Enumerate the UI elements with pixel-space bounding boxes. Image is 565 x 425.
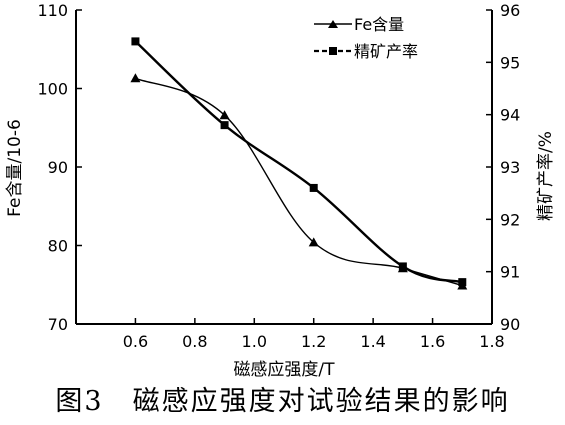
left-y-tick-label: 90 (48, 158, 68, 177)
fe-content-line (135, 77, 463, 287)
concentrate-yield-point (398, 262, 407, 271)
x-tick-label: 1.2 (301, 332, 326, 351)
legend-marker-square (329, 47, 337, 55)
legend: Fe含量 精矿产率 (314, 15, 418, 61)
left-y-tick-label: 100 (37, 80, 68, 99)
x-tick-label: 1.6 (420, 332, 445, 351)
concentrate-yield-point (131, 37, 140, 46)
series-layer (130, 37, 468, 290)
right-y-axis-title: 精矿产率/% (536, 131, 556, 221)
x-ticks: 0.6 0.8 1.0 1.2 1.4 1.6 1.8 (123, 318, 505, 351)
x-tick-label: 1.4 (360, 332, 385, 351)
left-y-tick-label: 80 (48, 237, 68, 256)
concentrate-yield-point (220, 121, 229, 130)
fe-content-point (219, 110, 230, 120)
left-y-ticks: 70 80 90 100 110 (37, 1, 82, 334)
concentrate-yield-point (458, 278, 467, 287)
figure-caption: 图3 磁感应强度对试验结果的影响 (55, 386, 510, 417)
x-tick-label: 1.8 (479, 332, 504, 351)
left-y-tick-label: 70 (48, 315, 68, 334)
right-y-tick-label: 93 (500, 158, 520, 177)
fe-content-point (130, 73, 141, 83)
x-tick-label: 0.8 (182, 332, 207, 351)
x-tick-label: 0.6 (123, 332, 148, 351)
legend-label-yield: 精矿产率 (354, 42, 418, 61)
right-y-tick-label: 90 (500, 315, 520, 334)
right-y-tick-label: 96 (500, 1, 520, 20)
x-axis-title: 磁感应强度/T (233, 360, 335, 380)
legend-marker-triangle (328, 20, 338, 28)
right-y-tick-label: 92 (500, 210, 520, 229)
left-y-axis-title: Fe含量/10-6 (5, 119, 25, 217)
x-tick-label: 1.0 (242, 332, 267, 351)
right-y-tick-label: 91 (500, 263, 520, 282)
concentrate-yield-point (309, 183, 318, 192)
legend-label-fe: Fe含量 (354, 15, 404, 34)
left-y-tick-label: 110 (37, 1, 68, 20)
right-y-tick-label: 94 (500, 106, 520, 125)
right-y-ticks: 90 91 92 93 94 95 96 (486, 1, 520, 334)
fe-content-point (308, 237, 319, 247)
right-y-tick-label: 95 (500, 53, 520, 72)
concentrate-yield-line (134, 40, 463, 284)
